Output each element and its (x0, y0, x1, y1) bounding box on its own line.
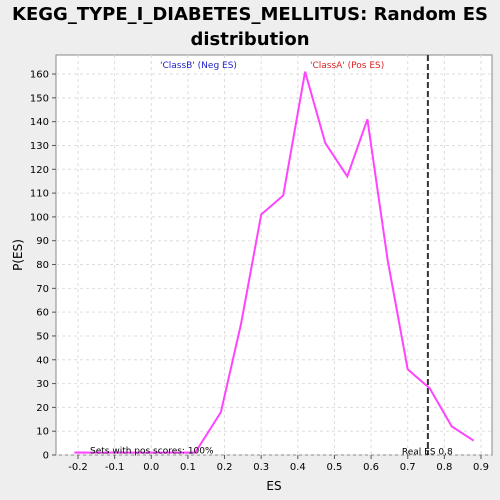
grid-lines (56, 55, 492, 456)
sets-pos-label: Sets with pos scores: 100% (90, 447, 214, 457)
y-axis: 0 10 20 30 40 50 60 70 80 90 100 110 120 130 140 150 160 (30, 70, 56, 462)
y-tick-label: 160 (30, 70, 49, 81)
x-tick-label: 0.7 (400, 462, 416, 473)
plot-area (55, 54, 493, 456)
y-tick-label: 10 (36, 427, 49, 438)
x-tick-label: 0.0 (143, 462, 159, 473)
y-tick-label: 60 (36, 308, 49, 319)
y-tick-label: 100 (30, 212, 49, 223)
x-tick-label: 0.1 (180, 462, 196, 473)
x-tick-label: 0.3 (253, 462, 269, 473)
y-tick-label: 150 (30, 93, 49, 104)
es-distribution-line (74, 71, 475, 454)
x-axis-label: ES (266, 479, 281, 493)
x-tick-label: 0.5 (327, 462, 343, 473)
y-tick-label: 40 (36, 355, 49, 366)
chart-title: KEGG_TYPE_I_DIABETES_MELLITUS: Random ES… (12, 4, 488, 50)
y-tick-label: 50 (36, 331, 49, 342)
y-tick-label: 120 (30, 165, 49, 176)
y-tick-label: 70 (36, 284, 49, 295)
x-tick-label: 0.6 (363, 462, 379, 473)
y-tick-label: 110 (30, 189, 49, 200)
x-tick-label: -0.1 (105, 462, 125, 473)
y-tick-label: 140 (30, 117, 49, 128)
x-tick-label: -0.2 (68, 462, 88, 473)
y-tick-label: 130 (30, 141, 49, 152)
y-tick-label: 90 (36, 236, 49, 247)
class-a-label: 'ClassA' (Pos ES) (310, 61, 384, 71)
class-b-label: 'ClassB' (Neg ES) (160, 61, 237, 71)
y-axis-label: P(ES) (11, 239, 25, 271)
x-tick-label: 0.9 (473, 462, 489, 473)
x-tick-label: 0.4 (290, 462, 306, 473)
real-es-label: Real ES 0.8 (402, 448, 453, 458)
x-tick-label: 0.2 (217, 462, 233, 473)
x-tick-label: 0.8 (436, 462, 452, 473)
y-tick-label: 30 (36, 379, 49, 390)
x-axis: -0.2 -0.1 0.0 0.1 0.2 0.3 0.4 0.5 0.6 0.7 0.8 0.9 (68, 455, 489, 473)
y-tick-label: 80 (36, 260, 49, 271)
y-tick-label: 0 (43, 451, 49, 462)
y-tick-label: 20 (36, 403, 49, 414)
